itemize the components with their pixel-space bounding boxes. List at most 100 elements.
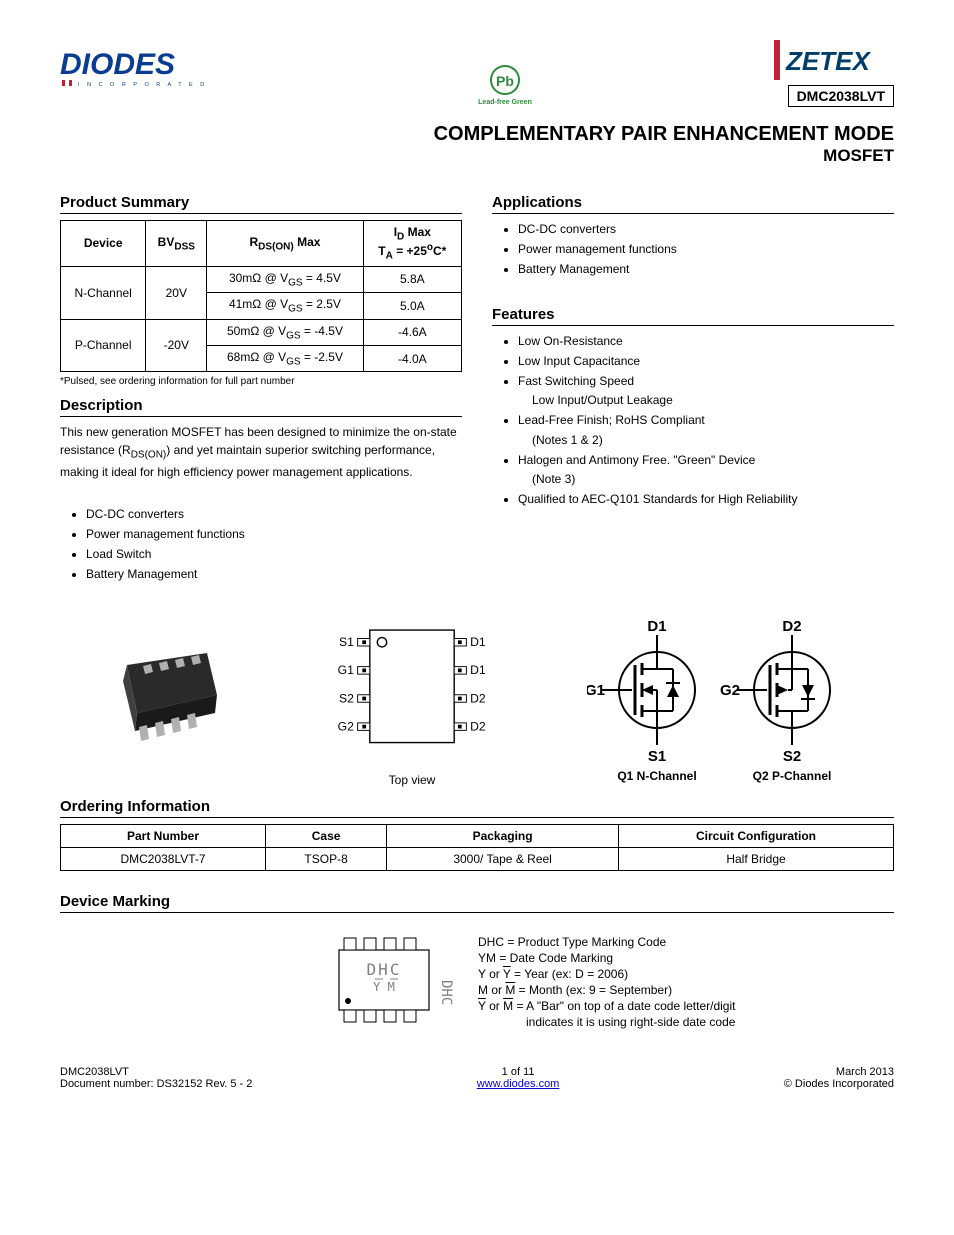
zetex-logo: ZETEX [774, 40, 894, 80]
th-bvdss: BVDSS [146, 221, 207, 267]
th-device: Device [61, 221, 146, 267]
package-images-row: S1 G1 S2 G2 D1 D1 D2 D2 Top view [60, 615, 894, 788]
oth-pack: Packaging [387, 825, 619, 848]
product-summary-title: Product Summary [60, 194, 462, 214]
svg-text:Y M: Y M [373, 980, 395, 994]
svg-text:S1: S1 [647, 748, 665, 765]
cell-pch-bv: -20V [146, 319, 207, 372]
oth-part: Part Number [61, 825, 266, 848]
product-summary-table: Device BVDSS RDS(ON) Max ID MaxTA = +25o… [60, 220, 462, 372]
title-line1: COMPLEMENTARY PAIR ENHANCEMENT MODE [60, 123, 894, 146]
cell-pch-rds2: 68mΩ @ VGS = -2.5V [207, 345, 363, 371]
zetex-logo-wrap: ZETEX DMC2038LVT [774, 40, 894, 107]
svg-text:G1: G1 [587, 682, 605, 699]
marking-line: YM = Date Code Marking [478, 951, 894, 965]
otd-part: DMC2038LVT-7 [61, 848, 266, 871]
cell-nch-id1: 5.8A [363, 266, 461, 292]
svg-text:Pb: Pb [496, 73, 514, 89]
app-item: Power management functions [518, 240, 894, 259]
marking-line: Y or Y = Year (ex: D = 2006) [478, 967, 894, 981]
two-column-layout: Product Summary Device BVDSS RDS(ON) Max… [60, 184, 894, 585]
diodes-logo: DIODES I N C O R P O R A T E D [60, 40, 235, 93]
th-rdson: RDS(ON) Max [207, 221, 363, 267]
cell-nch-bv: 20V [146, 266, 207, 319]
marking-line: Y or M = A "Bar" on top of a date code l… [478, 999, 894, 1013]
svg-text:D1: D1 [470, 664, 486, 678]
marking-line: M or M = Month (ex: 9 = September) [478, 983, 894, 997]
svg-text:D1: D1 [647, 618, 666, 635]
svg-text:I N C O R P O R A T E D: I N C O R P O R A T E D [78, 82, 207, 88]
cell-nch-rds2: 41mΩ @ VGS = 2.5V [207, 293, 363, 319]
otd-pack: 3000/ Tape & Reel [387, 848, 619, 871]
title-line2: MOSFET [60, 146, 894, 166]
app-item: Power management functions [86, 525, 462, 544]
svg-text:D2: D2 [782, 618, 801, 635]
pinout-diagram: S1 G1 S2 G2 D1 D1 D2 D2 Top view [312, 616, 512, 787]
oth-case: Case [266, 825, 387, 848]
title-block: COMPLEMENTARY PAIR ENHANCEMENT MODE MOSF… [60, 123, 894, 166]
svg-text:Lead-free Green: Lead-free Green [478, 99, 532, 106]
feat-item: Lead-Free Finish; RoHS Compliant(Notes 1… [518, 411, 894, 449]
feat-item: Halogen and Antimony Free. "Green" Devic… [518, 451, 894, 489]
applications-list-right: DC-DC converters Power management functi… [492, 220, 894, 280]
svg-text:D2: D2 [470, 720, 486, 734]
footer-link[interactable]: www.diodes.com [477, 1078, 560, 1090]
pinout-caption: Top view [312, 773, 512, 787]
applications-list: DC-DC converters Power management functi… [60, 505, 462, 585]
feat-item: Low Input Capacitance [518, 352, 894, 371]
features-list: Low On-Resistance Low Input Capacitance … [492, 332, 894, 510]
footer-right: March 2013 © Diodes Incorporated [784, 1066, 894, 1090]
marking-line: DHC = Product Type Marking Code [478, 935, 894, 949]
feat-item: Low On-Resistance [518, 332, 894, 351]
marking-title: Device Marking [60, 893, 894, 913]
cell-nch-rds1: 30mΩ @ VGS = 4.5V [207, 266, 363, 292]
svg-text:D1: D1 [470, 635, 486, 649]
ordering-table: Part Number Case Packaging Circuit Confi… [60, 824, 894, 871]
cell-nch-id2: 5.0A [363, 293, 461, 319]
diodes-logo-text: DIODES [60, 48, 175, 81]
svg-text:G2: G2 [720, 682, 740, 699]
feat-item: Qualified to AEC-Q101 Standards for High… [518, 490, 894, 509]
svg-text:G2: G2 [338, 720, 354, 734]
app-item: DC-DC converters [518, 220, 894, 239]
otd-case: TSOP-8 [266, 848, 387, 871]
cell-pch-id2: -4.0A [363, 345, 461, 371]
marking-line: indicates it is using right-side date co… [478, 1015, 894, 1029]
left-column: Product Summary Device BVDSS RDS(ON) Max… [60, 184, 462, 585]
svg-text:DHC: DHC [367, 960, 402, 979]
svg-text:S1: S1 [339, 635, 354, 649]
cell-pch-id1: -4.6A [363, 319, 461, 345]
svg-text:ZETEX: ZETEX [785, 46, 871, 76]
circuit-symbols: D1 G1 S1 [587, 615, 867, 788]
description-text: This new generation MOSFET has been desi… [60, 423, 462, 480]
svg-text:S2: S2 [782, 748, 800, 765]
ordering-title: Ordering Information [60, 798, 894, 818]
page-footer: DMC2038LVT Document number: DS32152 Rev.… [60, 1066, 894, 1090]
marking-row: DHC Y M DHC DHC = Product Type Marking C… [60, 925, 894, 1038]
header-logos: DIODES I N C O R P O R A T E D Pb Lead-f… [60, 40, 894, 113]
cell-pch-rds1: 50mΩ @ VGS = -4.5V [207, 319, 363, 345]
marking-legend: DHC = Product Type Marking Code YM = Dat… [478, 933, 894, 1031]
app-item: DC-DC converters [86, 505, 462, 524]
otd-circ: Half Bridge [619, 848, 894, 871]
cell-pch: P-Channel [61, 319, 146, 372]
marking-diagram: DHC Y M DHC [314, 925, 454, 1038]
app-item: Battery Management [518, 260, 894, 279]
oth-circ: Circuit Configuration [619, 825, 894, 848]
package-3d [87, 635, 237, 768]
svg-text:G1: G1 [338, 664, 354, 678]
footer-left: DMC2038LVT Document number: DS32152 Rev.… [60, 1066, 252, 1090]
svg-text:Q1 N-Channel: Q1 N-Channel [617, 769, 696, 783]
th-id: ID MaxTA = +25oC* [363, 221, 461, 267]
svg-text:Q2 P-Channel: Q2 P-Channel [752, 769, 831, 783]
cell-nch: N-Channel [61, 266, 146, 319]
footer-center: 1 of 11 www.diodes.com [477, 1066, 560, 1090]
description-title: Description [60, 397, 462, 417]
svg-text:DHC: DHC [438, 980, 454, 1005]
feat-item: Fast Switching SpeedLow Input/Output Lea… [518, 372, 894, 410]
right-column: Applications DC-DC converters Power mana… [492, 184, 894, 585]
pb-free-logo: Pb Lead-free Green [475, 40, 535, 113]
summary-footnote: *Pulsed, see ordering information for fu… [60, 376, 462, 387]
features-title: Features [492, 306, 894, 326]
app-item: Battery Management [86, 565, 462, 584]
